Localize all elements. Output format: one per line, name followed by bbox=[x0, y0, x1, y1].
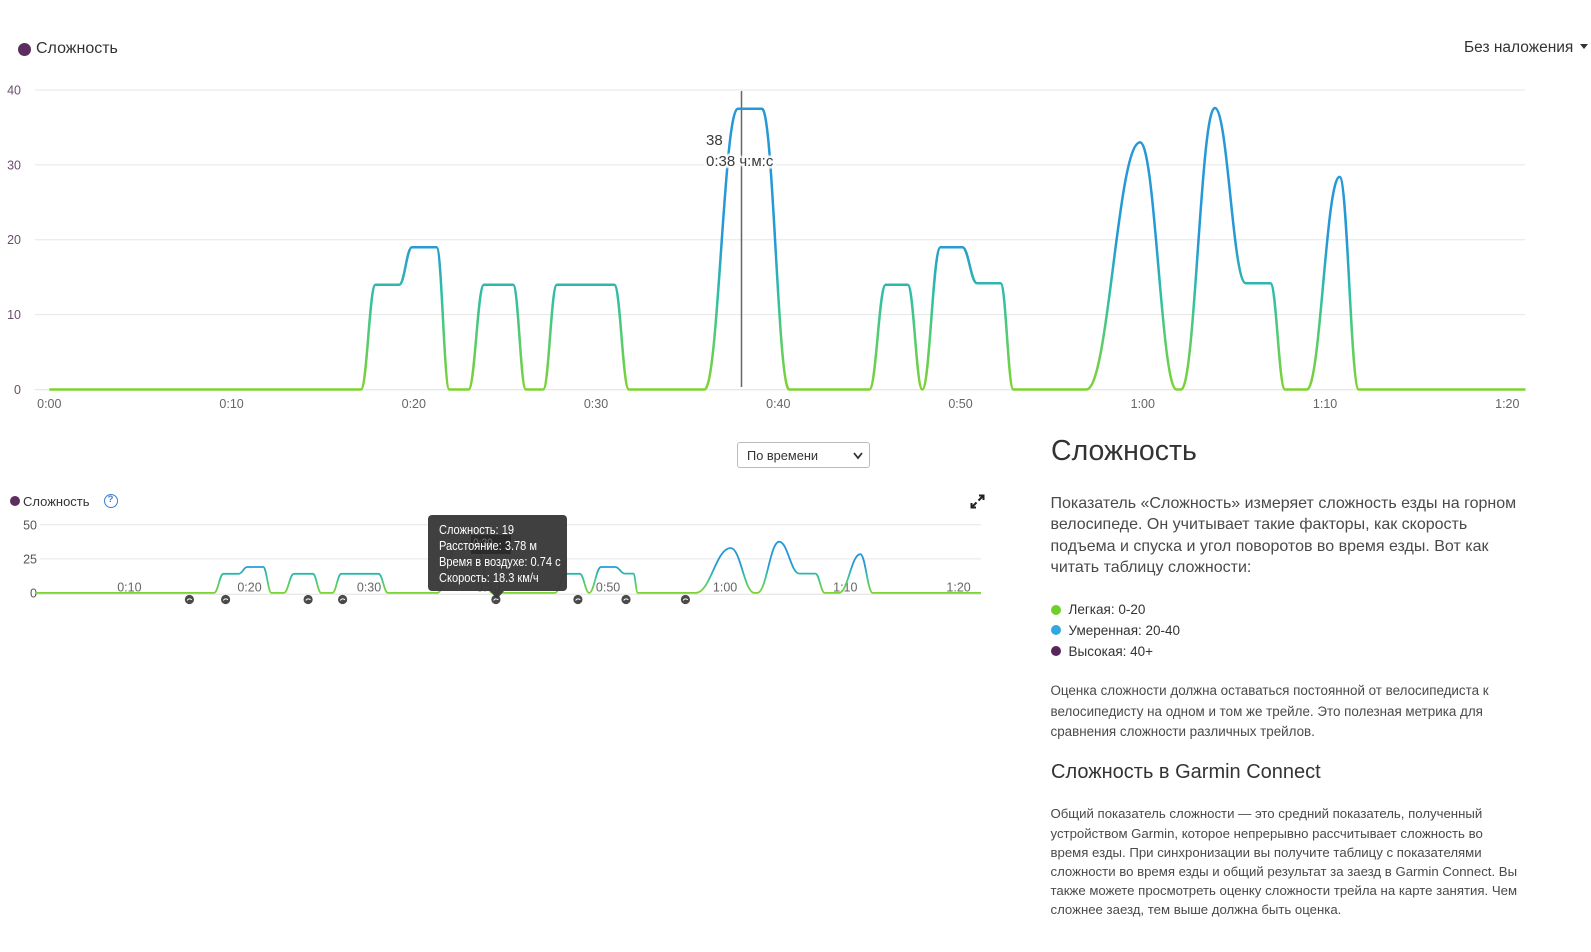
svg-text:0:40: 0:40 bbox=[766, 397, 790, 411]
svg-text:0:20: 0:20 bbox=[402, 397, 426, 411]
svg-text:0: 0 bbox=[30, 586, 37, 600]
svg-text:0:50: 0:50 bbox=[948, 397, 972, 411]
svg-text:1:00: 1:00 bbox=[1131, 397, 1155, 411]
svg-text:25: 25 bbox=[23, 552, 37, 566]
svg-text:10: 10 bbox=[7, 308, 21, 322]
svg-text:1:00: 1:00 bbox=[713, 581, 737, 595]
svg-text:0:30: 0:30 bbox=[584, 397, 608, 411]
svg-text:40: 40 bbox=[7, 84, 21, 98]
svg-text:0:10: 0:10 bbox=[219, 397, 243, 411]
svg-text:20: 20 bbox=[7, 233, 21, 247]
svg-text:1:20: 1:20 bbox=[946, 581, 970, 595]
svg-text:0:10: 0:10 bbox=[117, 581, 141, 595]
svg-text:0:20: 0:20 bbox=[237, 581, 261, 595]
svg-text:0: 0 bbox=[14, 383, 21, 397]
svg-text:0:00: 0:00 bbox=[37, 397, 61, 411]
svg-text:1:10: 1:10 bbox=[1313, 397, 1337, 411]
svg-text:0:30: 0:30 bbox=[357, 581, 381, 595]
svg-text:0:50: 0:50 bbox=[596, 581, 620, 595]
svg-text:50: 50 bbox=[23, 518, 37, 532]
svg-text:30: 30 bbox=[7, 158, 21, 172]
svg-text:1:20: 1:20 bbox=[1495, 397, 1519, 411]
